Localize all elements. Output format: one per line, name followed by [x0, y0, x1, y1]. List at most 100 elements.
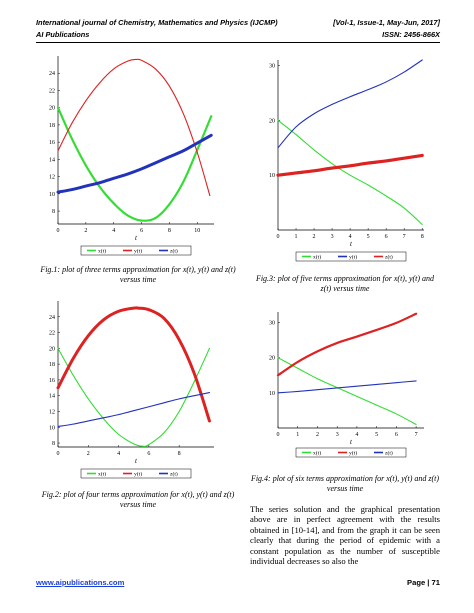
data-point: [103, 417, 104, 419]
x-tick-label: 2: [316, 432, 319, 438]
data-point: [71, 138, 73, 140]
data-point: [57, 191, 59, 193]
data-point: [85, 165, 87, 166]
x-tick-label: 0: [57, 451, 60, 457]
y-tick-label: 12: [49, 409, 55, 415]
data-point: [71, 189, 73, 190]
x-axis-label: t: [135, 234, 138, 242]
data-point: [395, 322, 397, 324]
legend-label: x(t): [98, 248, 106, 255]
data-point: [421, 224, 423, 225]
data-point: [376, 329, 378, 331]
x-tick-label: 5: [367, 234, 370, 240]
x-tick-label: 4: [355, 432, 358, 438]
data-point: [118, 414, 119, 416]
legend-label: z(t): [385, 254, 393, 261]
data-point: [331, 104, 333, 105]
data-point: [113, 202, 115, 204]
data-point: [367, 89, 369, 91]
data-point: [85, 185, 87, 187]
fig3-chart: 0 1 2 3 4 5 6 7 8 10 20 30 t x(t) y(t) z(t): [260, 56, 430, 268]
x-tick-label: 4: [117, 451, 120, 457]
data-point: [193, 395, 195, 397]
y-tick-label: 16: [49, 378, 55, 384]
x-tick-label: 8: [168, 228, 171, 234]
data-point: [148, 444, 150, 446]
data-point: [385, 160, 387, 162]
data-point: [277, 357, 279, 359]
data-point: [103, 319, 104, 321]
data-point: [193, 373, 195, 375]
series-line-zt: [57, 391, 211, 428]
y-tick-label: 8: [52, 209, 55, 215]
data-point: [356, 385, 358, 387]
data-point: [178, 398, 180, 400]
header-rule: [36, 42, 440, 43]
data-point: [196, 142, 198, 144]
y-tick-label: 14: [49, 394, 55, 400]
fig3-svg: 0 1 2 3 4 5 6 7 8 10 20 30 t x(t) y(t) z(t): [269, 59, 424, 262]
data-point: [297, 367, 299, 369]
data-point: [57, 107, 59, 109]
data-point: [57, 426, 59, 427]
data-point: [367, 184, 369, 186]
data-point: [295, 126, 297, 128]
data-point: [113, 177, 115, 179]
data-point: [331, 163, 333, 165]
x-axis-label: t: [350, 438, 353, 446]
y-tick-label: 14: [49, 157, 55, 163]
x-tick-label: 7: [403, 234, 406, 240]
y-tick-label: 8: [52, 441, 55, 447]
data-point: [317, 389, 318, 391]
y-tick-label: 22: [49, 331, 55, 337]
legend-label: z(t): [170, 248, 178, 255]
y-tick-label: 10: [49, 192, 55, 198]
data-point: [349, 96, 351, 98]
data-point: [57, 387, 59, 389]
y-tick-label: 30: [269, 63, 275, 69]
x-tick-label: 2: [87, 451, 90, 457]
data-point: [127, 214, 129, 216]
data-point: [385, 195, 387, 197]
y-tick-label: 18: [49, 362, 55, 368]
y-tick-label: 10: [49, 425, 55, 431]
data-point: [395, 413, 397, 415]
data-point: [99, 82, 101, 84]
legend-box: [80, 245, 192, 256]
data-point: [135, 59, 137, 60]
data-point: [87, 398, 89, 400]
data-point: [415, 380, 417, 382]
x-axis-label: t: [350, 240, 353, 248]
x-tick-label: 3: [331, 234, 334, 240]
data-point: [87, 420, 89, 422]
data-point: [163, 432, 165, 434]
data-point: [349, 174, 351, 176]
data-point: [182, 113, 184, 115]
y-tick-label: 30: [269, 321, 275, 327]
data-point: [210, 134, 212, 136]
x-tick-label: 2: [313, 234, 316, 240]
x-axis-label: t: [135, 457, 138, 465]
data-point: [336, 342, 338, 344]
legend-box: [295, 447, 407, 458]
fig4-caption: Fig.4: plot of six terms approximation f…: [250, 474, 440, 493]
legend-label: z(t): [385, 450, 393, 457]
data-point: [142, 445, 144, 447]
legend-box: [80, 468, 192, 479]
y-tick-label: 18: [49, 123, 55, 129]
volume-info: [Vol-1, Issue-1, May-Jun, 2017]: [333, 18, 440, 27]
series-line-xt: [56, 106, 213, 222]
data-point: [182, 181, 184, 183]
data-point: [113, 68, 115, 70]
footer-link[interactable]: www.aipublications.com: [36, 578, 125, 587]
y-tick-label: 20: [49, 346, 55, 352]
data-point: [313, 149, 315, 151]
legend-label: x(t): [98, 471, 106, 478]
fig3-caption: Fig.3: plot of five terms approximation …: [255, 274, 435, 293]
x-tick-label: 6: [147, 451, 150, 457]
data-point: [313, 113, 315, 115]
data-point: [72, 423, 74, 425]
data-point: [209, 195, 211, 196]
journal-title: International journal of Chemistry, Math…: [36, 18, 278, 27]
